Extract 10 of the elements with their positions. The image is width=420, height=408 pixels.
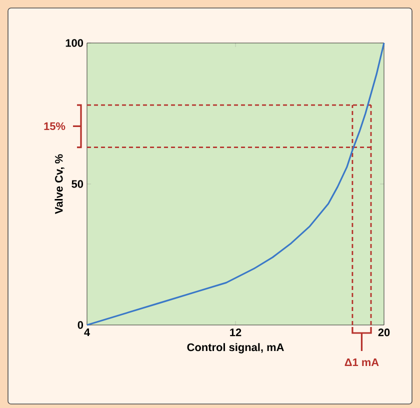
x-tick-label: 12 <box>230 328 242 336</box>
y-tick-label: 0 <box>78 321 84 329</box>
x-tick-label: 4 <box>84 328 90 336</box>
x-tick-label: 20 <box>378 328 390 336</box>
y-tick-label: 50 <box>72 180 84 188</box>
text: 15% <box>44 122 66 130</box>
y-axis-title: Valve Cv, % <box>54 154 64 214</box>
x-axis-title: Control signal, mA <box>187 343 284 354</box>
text: Δ1 mA <box>344 358 379 366</box>
y-tick-label: 100 <box>66 39 84 47</box>
